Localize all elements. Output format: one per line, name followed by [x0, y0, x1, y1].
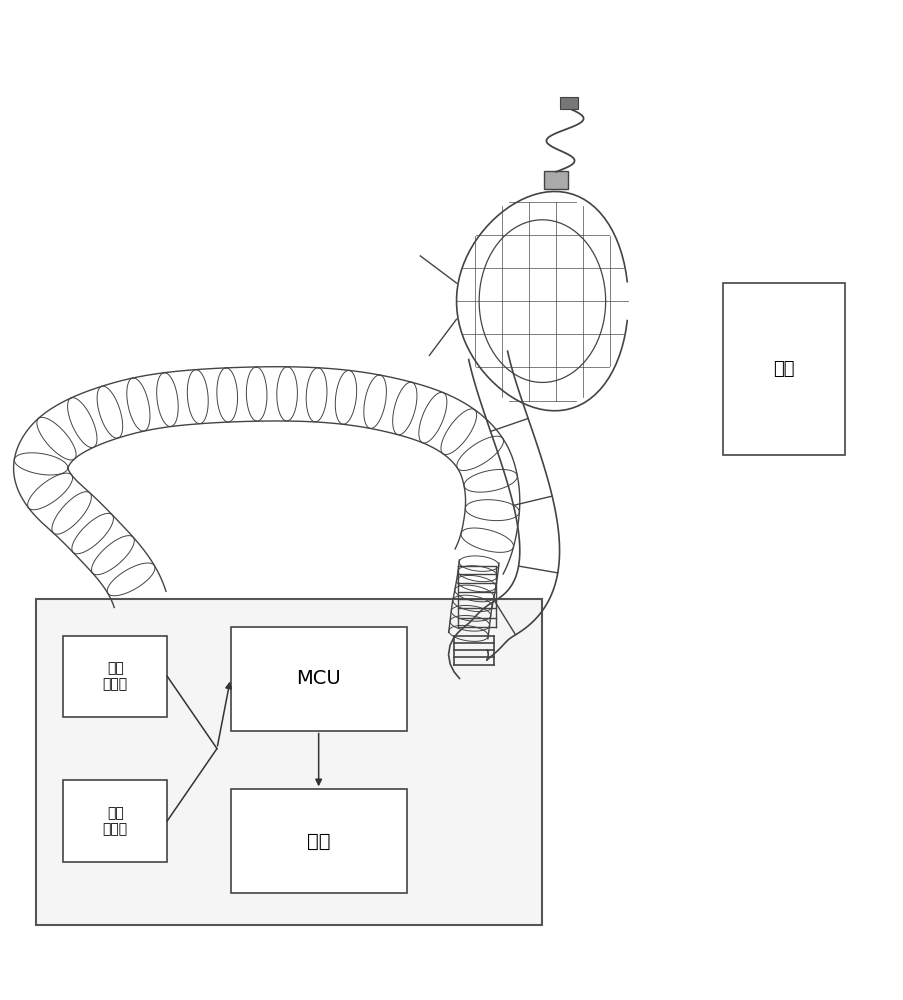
FancyBboxPatch shape	[63, 780, 167, 862]
Text: MCU: MCU	[296, 669, 340, 688]
FancyBboxPatch shape	[230, 627, 406, 731]
FancyBboxPatch shape	[230, 789, 406, 893]
FancyBboxPatch shape	[722, 283, 844, 455]
FancyBboxPatch shape	[559, 97, 577, 109]
Text: 流量
传感器: 流量 传感器	[103, 661, 127, 691]
FancyBboxPatch shape	[544, 171, 567, 189]
Text: 压力
传感器: 压力 传感器	[103, 806, 127, 836]
Text: 风机: 风机	[307, 832, 330, 851]
Text: 患者: 患者	[773, 360, 794, 378]
FancyBboxPatch shape	[36, 599, 542, 925]
FancyBboxPatch shape	[63, 636, 167, 717]
